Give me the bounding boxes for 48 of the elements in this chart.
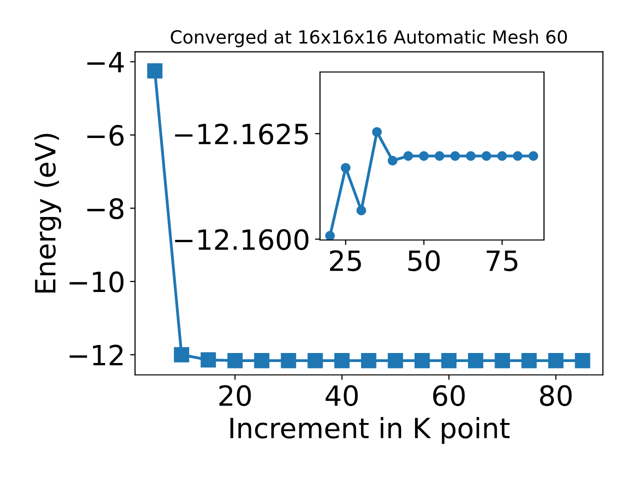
point: [450, 151, 460, 161]
point: [482, 151, 492, 161]
y-tick-label: −12.1600: [175, 229, 308, 250]
point: [441, 352, 457, 368]
point: [521, 352, 537, 368]
point: [414, 352, 430, 368]
y-tick-label: −12.1625: [175, 124, 308, 145]
point: [308, 352, 323, 368]
point: [334, 352, 350, 368]
point: [147, 63, 162, 79]
y-tick-label: −8: [87, 198, 124, 220]
point: [466, 151, 476, 161]
point: [419, 151, 429, 161]
x-tick-label: 80: [540, 385, 572, 406]
y-axis-title: Energy (eV): [34, 134, 62, 293]
point: [468, 352, 484, 368]
y-tick-label: −4: [87, 52, 124, 72]
point: [528, 151, 538, 161]
point: [254, 352, 270, 368]
point: [227, 352, 243, 368]
point: [388, 352, 404, 368]
point: [574, 352, 590, 368]
x-tick-label: 25: [330, 250, 361, 272]
x-axis-title: Increment in K point: [230, 417, 510, 444]
point: [280, 352, 296, 368]
y-tick-label: −12: [70, 344, 123, 366]
point: [361, 352, 376, 368]
point: [340, 162, 351, 173]
point: [325, 230, 335, 240]
y-tick-label: −10: [70, 271, 124, 292]
point: [200, 352, 216, 368]
x-tick-label: 20: [219, 385, 251, 406]
x-tick-label: 40: [326, 385, 358, 406]
point: [372, 127, 382, 137]
point: [497, 151, 507, 161]
x-tick-label: 50: [408, 250, 440, 272]
point: [548, 352, 564, 368]
point: [356, 206, 366, 216]
point: [434, 151, 444, 161]
point: [512, 151, 523, 161]
point: [388, 156, 398, 166]
x-tick-label: 75: [486, 250, 518, 272]
x-tick-label: 60: [433, 385, 465, 406]
point: [174, 347, 190, 362]
chart-title: Converged at 16x16x16 Automatic Mesh 60: [170, 30, 567, 48]
y-tick-label: −6: [87, 124, 124, 146]
point: [403, 151, 414, 161]
point: [494, 352, 510, 368]
